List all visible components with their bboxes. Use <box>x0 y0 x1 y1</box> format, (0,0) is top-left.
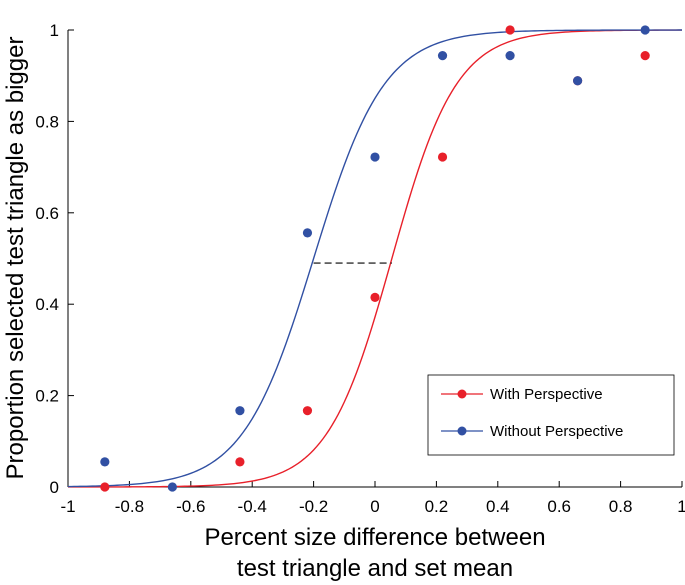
data-point-series-1 <box>505 50 515 61</box>
x-axis-ticks: -1 -0.8 -0.6 -0.4 -0.2 0 0.2 0.4 0.6 0.8 1 <box>60 481 685 516</box>
legend-label-without-perspective: Without Perspective <box>490 423 623 440</box>
data-point-series-0 <box>505 25 515 35</box>
legend-marker-with-perspective <box>457 389 467 399</box>
data-point-series-1 <box>573 76 583 86</box>
fit-curve-series-1 <box>67 29 682 488</box>
x-tick-label: 0.2 <box>425 497 449 516</box>
data-point-series-0 <box>235 457 245 467</box>
y-axis-ticks: 0 0.2 0.4 0.6 0.8 1 <box>35 21 74 497</box>
x-axis-label-line2: test triangle and set mean <box>237 555 513 582</box>
x-tick-label: -0.2 <box>299 497 328 516</box>
data-point-series-0 <box>437 152 448 162</box>
data-point-series-1 <box>437 50 448 61</box>
x-tick-label: -0.8 <box>115 497 144 516</box>
x-tick-label: 1 <box>677 497 685 516</box>
data-point-series-0 <box>370 292 380 302</box>
data-point-series-1 <box>370 152 380 162</box>
x-tick-label: -0.6 <box>176 497 205 516</box>
y-axis-label: Proportion selected test triangle as big… <box>2 37 29 480</box>
data-point-series-0 <box>100 482 110 492</box>
data-point-series-1 <box>167 482 177 492</box>
y-tick-label: 0.2 <box>35 387 59 406</box>
x-tick-label: 0.4 <box>486 497 510 516</box>
data-point-series-1 <box>640 25 650 35</box>
legend: With Perspective Without Perspective <box>427 374 675 456</box>
data-point-series-1 <box>302 228 313 238</box>
y-tick-label: 0.6 <box>35 204 59 223</box>
y-tick-label: 0 <box>50 478 59 497</box>
legend-label-with-perspective: With Perspective <box>490 386 603 403</box>
x-tick-label: 0 <box>370 497 379 516</box>
x-tick-label: -0.4 <box>238 497 267 516</box>
data-points <box>100 25 650 492</box>
x-axis-label-line1: Percent size difference between <box>204 524 545 551</box>
legend-marker-without-perspective <box>457 426 467 436</box>
data-point-series-0 <box>640 50 650 61</box>
x-tick-label: 0.8 <box>609 497 633 516</box>
y-tick-label: 0.8 <box>35 112 59 131</box>
y-tick-label: 0.4 <box>35 295 59 314</box>
data-point-series-1 <box>235 406 245 416</box>
x-tick-label: -1 <box>60 497 75 516</box>
data-point-series-1 <box>100 457 110 467</box>
data-point-series-0 <box>302 406 313 416</box>
legend-box <box>427 374 675 456</box>
x-tick-label: 0.6 <box>547 497 571 516</box>
y-tick-label: 1 <box>50 21 59 40</box>
